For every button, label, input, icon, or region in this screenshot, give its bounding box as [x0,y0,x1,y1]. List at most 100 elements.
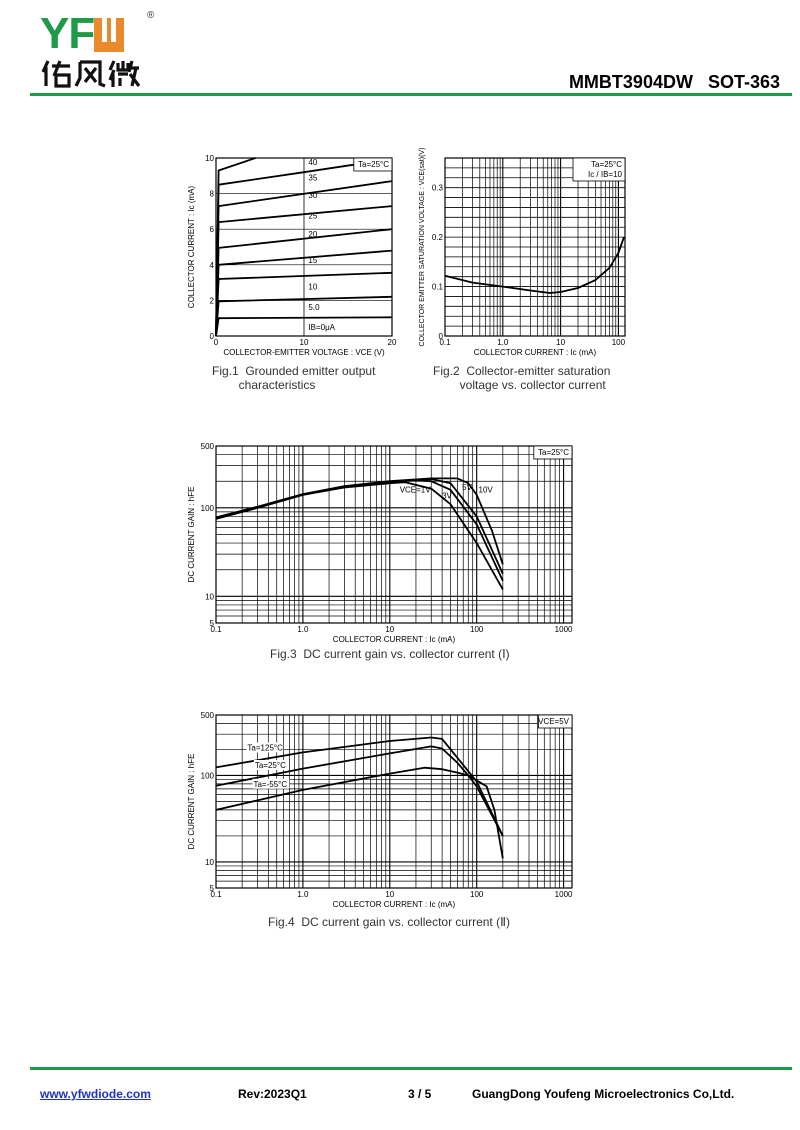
legend-box: Ta=25°CIc / IB=10 [572,157,626,182]
series-label: 10 [308,283,317,292]
x-tick-label: 10 [556,338,565,347]
legend-frame [572,157,626,182]
series-line-5v [215,478,504,575]
legend-frame [533,445,573,460]
x-tick-label: 10 [385,890,394,899]
legend-text: Ta=25°C [591,160,622,169]
y-tick-label: 0.1 [432,283,444,292]
company-logo: YF [40,12,125,56]
series-label: 5.0 [308,303,320,312]
document-title: MMBT3904DW SOT-363 [568,72,780,92]
series-label-bg [246,742,284,753]
plot-frame [215,714,573,889]
series-line-ta-55-c [215,766,504,859]
x-tick-label: 0.1 [439,338,451,347]
header-divider [30,93,792,96]
footer-divider [30,1067,792,1070]
y-tick-label: 10 [205,154,214,163]
x-tick-label: 0 [214,338,219,347]
plot-frame [444,157,626,337]
x-axis-label: COLLECTOR CURRENT : Ic (mA) [333,635,456,644]
series-label: Ta=-55°C [253,780,287,789]
series-label: 5V [462,483,472,492]
series-label: Ta=25°C [255,761,286,770]
y-tick-label: 0.2 [432,233,444,242]
fig3-caption: Fig.3 DC current gain vs. collector curr… [270,647,510,661]
series-label: 15 [308,256,317,265]
fig1-caption: Fig.1 Grounded emitter output characteri… [212,364,376,392]
y-tick-label: 2 [210,296,215,305]
y-tick-label: 0.3 [432,184,444,193]
y-tick-label: 5 [210,884,215,893]
y-tick-label: 6 [210,225,215,234]
legend-box: VCE=5V [538,714,573,729]
y-tick-label: 500 [201,711,215,720]
y-axis-label: DC CURRENT GAIN : hFE [187,487,196,583]
legend-frame [353,157,393,172]
series-line-vce-1v [215,481,504,590]
plot-frame [215,157,393,337]
legend-text: VCE=5V [538,717,570,726]
y-tick-label: 0 [210,332,215,341]
registered-mark: ® [147,10,155,21]
y-axis-label: COLLECTOR CURRENT : Ic (mA) [187,185,196,308]
website-link[interactable]: www.yfwdiode.com [40,1087,151,1101]
y-axis-label: DC CURRENT GAIN : hFE [187,754,196,850]
legend-box: Ta=25°C [533,445,573,460]
series-line-40 [215,157,256,337]
y-tick-label: 5 [210,619,215,628]
series-label-bg [253,759,287,770]
x-tick-label: 100 [470,890,484,899]
x-tick-label: 1.0 [497,338,509,347]
series-line-ta-25-c [215,745,504,837]
x-tick-label: 100 [612,338,626,347]
x-tick-label: 20 [388,338,397,347]
fig2-caption: Fig.2 Collector-emitter saturation volta… [433,364,611,392]
page-number: 3 / 5 [408,1087,432,1101]
revision: Rev:2023Q1 [238,1087,307,1101]
logo-chinese-wordmark [41,60,141,88]
legend-text: Ic / IB=10 [588,170,623,179]
series-label: 20 [308,230,317,239]
legend-box: Ta=25°C [353,157,393,172]
series-label: 30 [308,191,317,200]
chart-fig4: 0.1 1.0 10 100 1000 5 10 100 500 COLLECTOR CURREN… [187,711,573,909]
y-tick-label: 100 [201,771,215,780]
x-tick-label: 1000 [555,625,573,634]
series-line-vce-sat- [444,236,625,294]
x-tick-label: 0.1 [210,890,222,899]
legend-frame [538,714,573,729]
x-axis-label: COLLECTOR-EMITTER VOLTAGE : VCE (V) [223,348,385,357]
chart-fig3: 0.1 1.0 10 100 1000 5 10 100 500 COLLECTOR CURREN… [187,442,573,644]
y-tick-label: 8 [210,190,215,199]
x-tick-label: 100 [470,625,484,634]
series-label: IB=0μA [308,323,335,332]
x-tick-label: 10 [300,338,309,347]
y-tick-label: 500 [201,442,215,451]
x-tick-label: 1.0 [297,890,309,899]
y-axis-label: COLLECTOR EMITTER SATURATION VOLTAGE : V… [419,148,426,347]
series-label: 40 [308,158,317,167]
x-axis-label: COLLECTOR CURRENT : Ic (mA) [474,348,597,357]
y-tick-label: 0 [439,332,444,341]
y-tick-label: 10 [205,592,214,601]
series-label: Ta=125°C [247,743,283,752]
company-name: GuangDong Youfeng Microelectronics Co,Lt… [472,1087,735,1101]
y-tick-label: 4 [210,261,215,270]
x-axis-label: COLLECTOR CURRENT : Ic (mA) [333,900,456,909]
x-tick-label: 1000 [555,890,573,899]
x-tick-label: 10 [385,625,394,634]
legend-text: Ta=25°C [358,160,389,169]
fig4-caption: Fig.4 DC current gain vs. collector curr… [268,915,510,929]
series-label: 35 [308,173,317,182]
series-label: 3V [442,491,452,500]
plot-frame [215,445,573,624]
series-label: VCE=1V [400,485,432,494]
legend-text: Ta=25°C [538,448,569,457]
series-label: 10V [479,485,494,494]
x-tick-label: 1.0 [297,625,309,634]
series-label-bg [252,778,290,789]
